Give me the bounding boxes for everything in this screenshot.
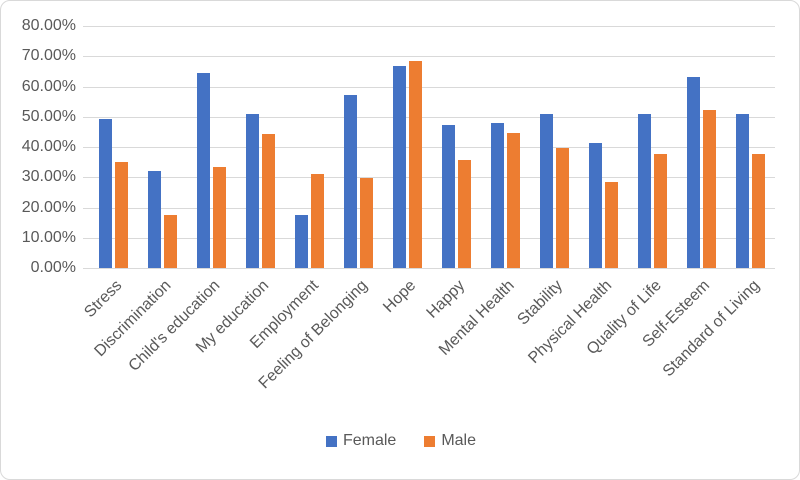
bar-group [138,26,187,268]
bar-female [246,114,259,268]
legend-item-male: Male [424,432,476,450]
legend-label-male: Male [441,432,477,449]
y-axis-tick-label: 30.00% [21,168,76,185]
legend: Female Male [1,432,800,450]
x-axis-label: Stress [81,277,126,322]
gridline [83,177,775,178]
bar-female [344,94,357,268]
bar-group [89,26,138,268]
gridline [83,268,775,269]
bar-female [687,77,700,268]
bar-group [628,26,677,268]
bar-female [540,114,553,268]
bar-female [442,125,455,268]
gridline [83,26,775,27]
bar-male [213,167,226,268]
bar-male [752,153,765,268]
legend-label-female: Female [342,432,397,449]
bar-male [654,153,667,268]
bar-female [148,171,161,268]
bar-group [236,26,285,268]
female-series-swatch-icon [325,435,337,447]
male-series-swatch-icon [424,435,436,447]
bar-male [507,132,520,268]
y-axis: 0.00% 10.00% 20.00% 30.00% 40.00% 50.00% 60.00… [1,17,81,276]
y-axis-tick-label: 70.00% [21,47,76,64]
bar-male [360,177,373,268]
bar-group [481,26,530,268]
y-axis-tick-label: 60.00% [21,78,76,95]
bar-male [164,215,177,268]
bar-group [432,26,481,268]
y-axis-tick-label: 80.00% [21,17,76,34]
y-axis-tick-label: 10.00% [21,229,76,246]
bar-group [677,26,726,268]
bar-male [409,60,422,268]
bar-female [638,113,651,268]
x-axis: Stress Discrimination Child's education My … [1,277,800,417]
gridline [83,208,775,209]
bar-female [393,66,406,268]
y-axis-tick-label: 0.00% [30,259,76,276]
legend-item-female: Female [325,432,397,450]
bar-female [589,143,602,268]
y-axis-tick-label: 20.00% [21,199,76,216]
bar-group [285,26,334,268]
bar-male [115,162,128,268]
bar-male [262,134,275,268]
x-axis-label: Happy [423,277,469,322]
y-axis-tick-label: 40.00% [21,138,76,155]
y-axis-tick-label: 50.00% [21,108,76,125]
bar-group [530,26,579,268]
bar-group [187,26,236,268]
bar-group [579,26,628,268]
bar-group [726,26,775,268]
bar-female [197,72,210,268]
bar-groups [89,26,775,268]
x-axis-label: Standard of Living [659,277,763,381]
bar-male [311,174,324,268]
bar-male [556,147,569,268]
bar-group [383,26,432,268]
gridline [83,56,775,57]
bar-female [736,113,749,268]
gridline [83,117,775,118]
bar-male [605,182,618,268]
gridline [83,238,775,239]
bar-female [99,118,112,268]
x-axis-label: Hope [380,277,420,317]
bar-female [295,215,308,268]
bar-male [458,159,471,268]
bar-male [703,109,716,268]
bar-group [334,26,383,268]
bar-female [491,123,504,268]
plot-area [83,26,775,269]
gridline [83,87,775,88]
gridline [83,147,775,148]
